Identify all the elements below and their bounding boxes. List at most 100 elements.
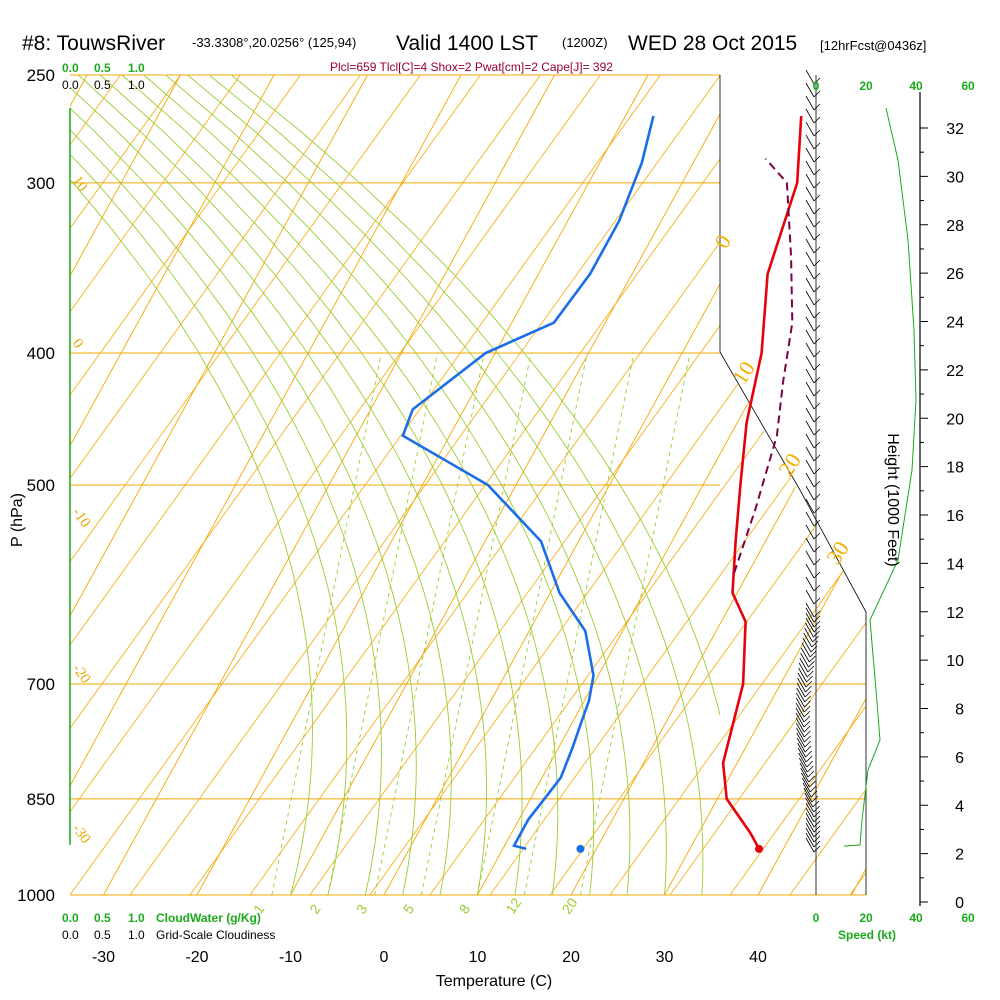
wind-barb-flag (813, 103, 821, 111)
wind-barb-flag (813, 506, 821, 514)
wind-barb-flag (805, 750, 812, 758)
wind-barb (797, 747, 807, 763)
wind-barb (805, 225, 815, 241)
wind-barb (795, 697, 805, 713)
isotherm-label-right: 0 (709, 230, 736, 253)
x-axis-title: Temperature (C) (436, 973, 552, 990)
wind-barb (805, 147, 815, 163)
wind-barb (805, 589, 815, 605)
adiabat-grid-line (849, 75, 866, 895)
wind-barb-flag (813, 480, 821, 488)
wind-barb (795, 707, 805, 723)
wind-barb (798, 662, 808, 678)
height-tick-label: 32 (946, 121, 964, 138)
temperature-tick-label: 40 (749, 949, 767, 966)
wind-barb (799, 657, 809, 673)
wind-barb (798, 667, 807, 683)
isotherm-line (290, 75, 742, 895)
adiabat-grid-line (429, 75, 866, 895)
isotherm-label-right: 30 (821, 537, 854, 569)
wind-barb-flag (813, 620, 821, 628)
wind-barb-flag (813, 116, 821, 124)
wind-barb (805, 108, 815, 124)
wind-speed-tick-bottom: 40 (909, 911, 923, 925)
mixing-ratio-line (420, 352, 532, 895)
wind-barb (805, 576, 815, 592)
wind-barb-flag (813, 129, 821, 137)
wind-barb-flag (813, 454, 821, 462)
wind-barb (805, 69, 815, 85)
wind-speed-tick-top: 0 (813, 79, 820, 93)
mixing-ratio-line (579, 352, 691, 895)
height-tick-label: 26 (946, 266, 964, 283)
height-tick-label: 10 (946, 653, 964, 670)
cloudiness-scale-top: 0.0 (62, 78, 79, 92)
wind-barb-flag (813, 311, 821, 319)
wind-barb (803, 787, 813, 803)
stability-indices: Plcl=659 Tlcl[C]=4 Shox=2 Pwat[cm]=2 Cap… (330, 60, 613, 74)
wind-barb (805, 212, 815, 228)
adiabat-grid-line (70, 75, 661, 895)
wind-barb (805, 368, 815, 384)
wind-barb (805, 612, 815, 628)
wind-barb (805, 264, 815, 280)
surface-dewpoint-dot (576, 844, 585, 853)
wind-barb-flag (813, 835, 821, 843)
wind-speed-tick-top: 60 (961, 79, 975, 93)
height-tick-label: 2 (955, 847, 964, 864)
wind-speed-tick-bottom: 60 (961, 911, 975, 925)
isotherm-line (757, 75, 866, 895)
wind-barb-flag (807, 770, 815, 778)
wind-barb-flag (813, 571, 821, 579)
cloudwater-scale-top: 0.0 (62, 61, 79, 75)
wind-barb-flag (813, 820, 821, 828)
mixing-ratio-label: 8 (456, 901, 474, 917)
wind-barb (797, 677, 806, 693)
wind-barb (805, 602, 815, 618)
wind-barb-flag (810, 645, 818, 653)
isotherm-line (70, 75, 275, 895)
wind-barb-flag (813, 181, 821, 189)
wind-barb (799, 762, 809, 778)
wind-barb (805, 837, 815, 853)
isotherm-label-left: -10 (69, 505, 94, 531)
wind-barb-flag (804, 700, 811, 708)
wind-barb-flag (813, 155, 821, 163)
height-tick-label: 0 (955, 895, 964, 912)
pressure-label-250: 250 (27, 66, 55, 85)
cloudiness-legend: Grid-Scale Cloudiness (156, 928, 275, 942)
wind-barb (805, 511, 815, 527)
wind-barb (801, 777, 811, 793)
wind-barb-flag (813, 532, 821, 540)
wind-barb (805, 472, 815, 488)
wind-barb (805, 607, 815, 623)
wind-barb-flag (813, 77, 821, 85)
wind-speed-profile (843, 107, 917, 847)
wind-barb-flag (808, 775, 815, 783)
height-tick-label: 14 (946, 556, 964, 573)
wind-barb (805, 95, 815, 111)
wind-barb (801, 772, 810, 788)
cloudiness-scale-bottom: 1.0 (128, 928, 145, 942)
moist-adiabat (70, 153, 348, 895)
wind-barb (805, 807, 815, 823)
wind-barb-flag (813, 402, 821, 410)
wind-speed-tick-bottom: 0 (813, 911, 820, 925)
wind-barb (803, 632, 813, 648)
wind-barb (795, 722, 805, 738)
moist-adiabat (165, 75, 631, 895)
moist-adiabat (209, 75, 704, 895)
wind-barb (805, 316, 815, 332)
wind-barb-flag (813, 350, 821, 358)
wind-barb-flag (813, 233, 821, 241)
temperature-trace (721, 116, 803, 850)
height-tick-label: 30 (946, 169, 964, 186)
wind-barb-flag (807, 665, 815, 673)
mixing-ratio-line (327, 352, 438, 895)
wind-barb-flag (813, 815, 821, 823)
wind-barb (796, 682, 806, 698)
adiabat-grid-line (70, 75, 421, 895)
wind-barb-flag (813, 493, 821, 501)
wind-barb-flag (813, 142, 821, 150)
wind-barb (804, 792, 814, 808)
